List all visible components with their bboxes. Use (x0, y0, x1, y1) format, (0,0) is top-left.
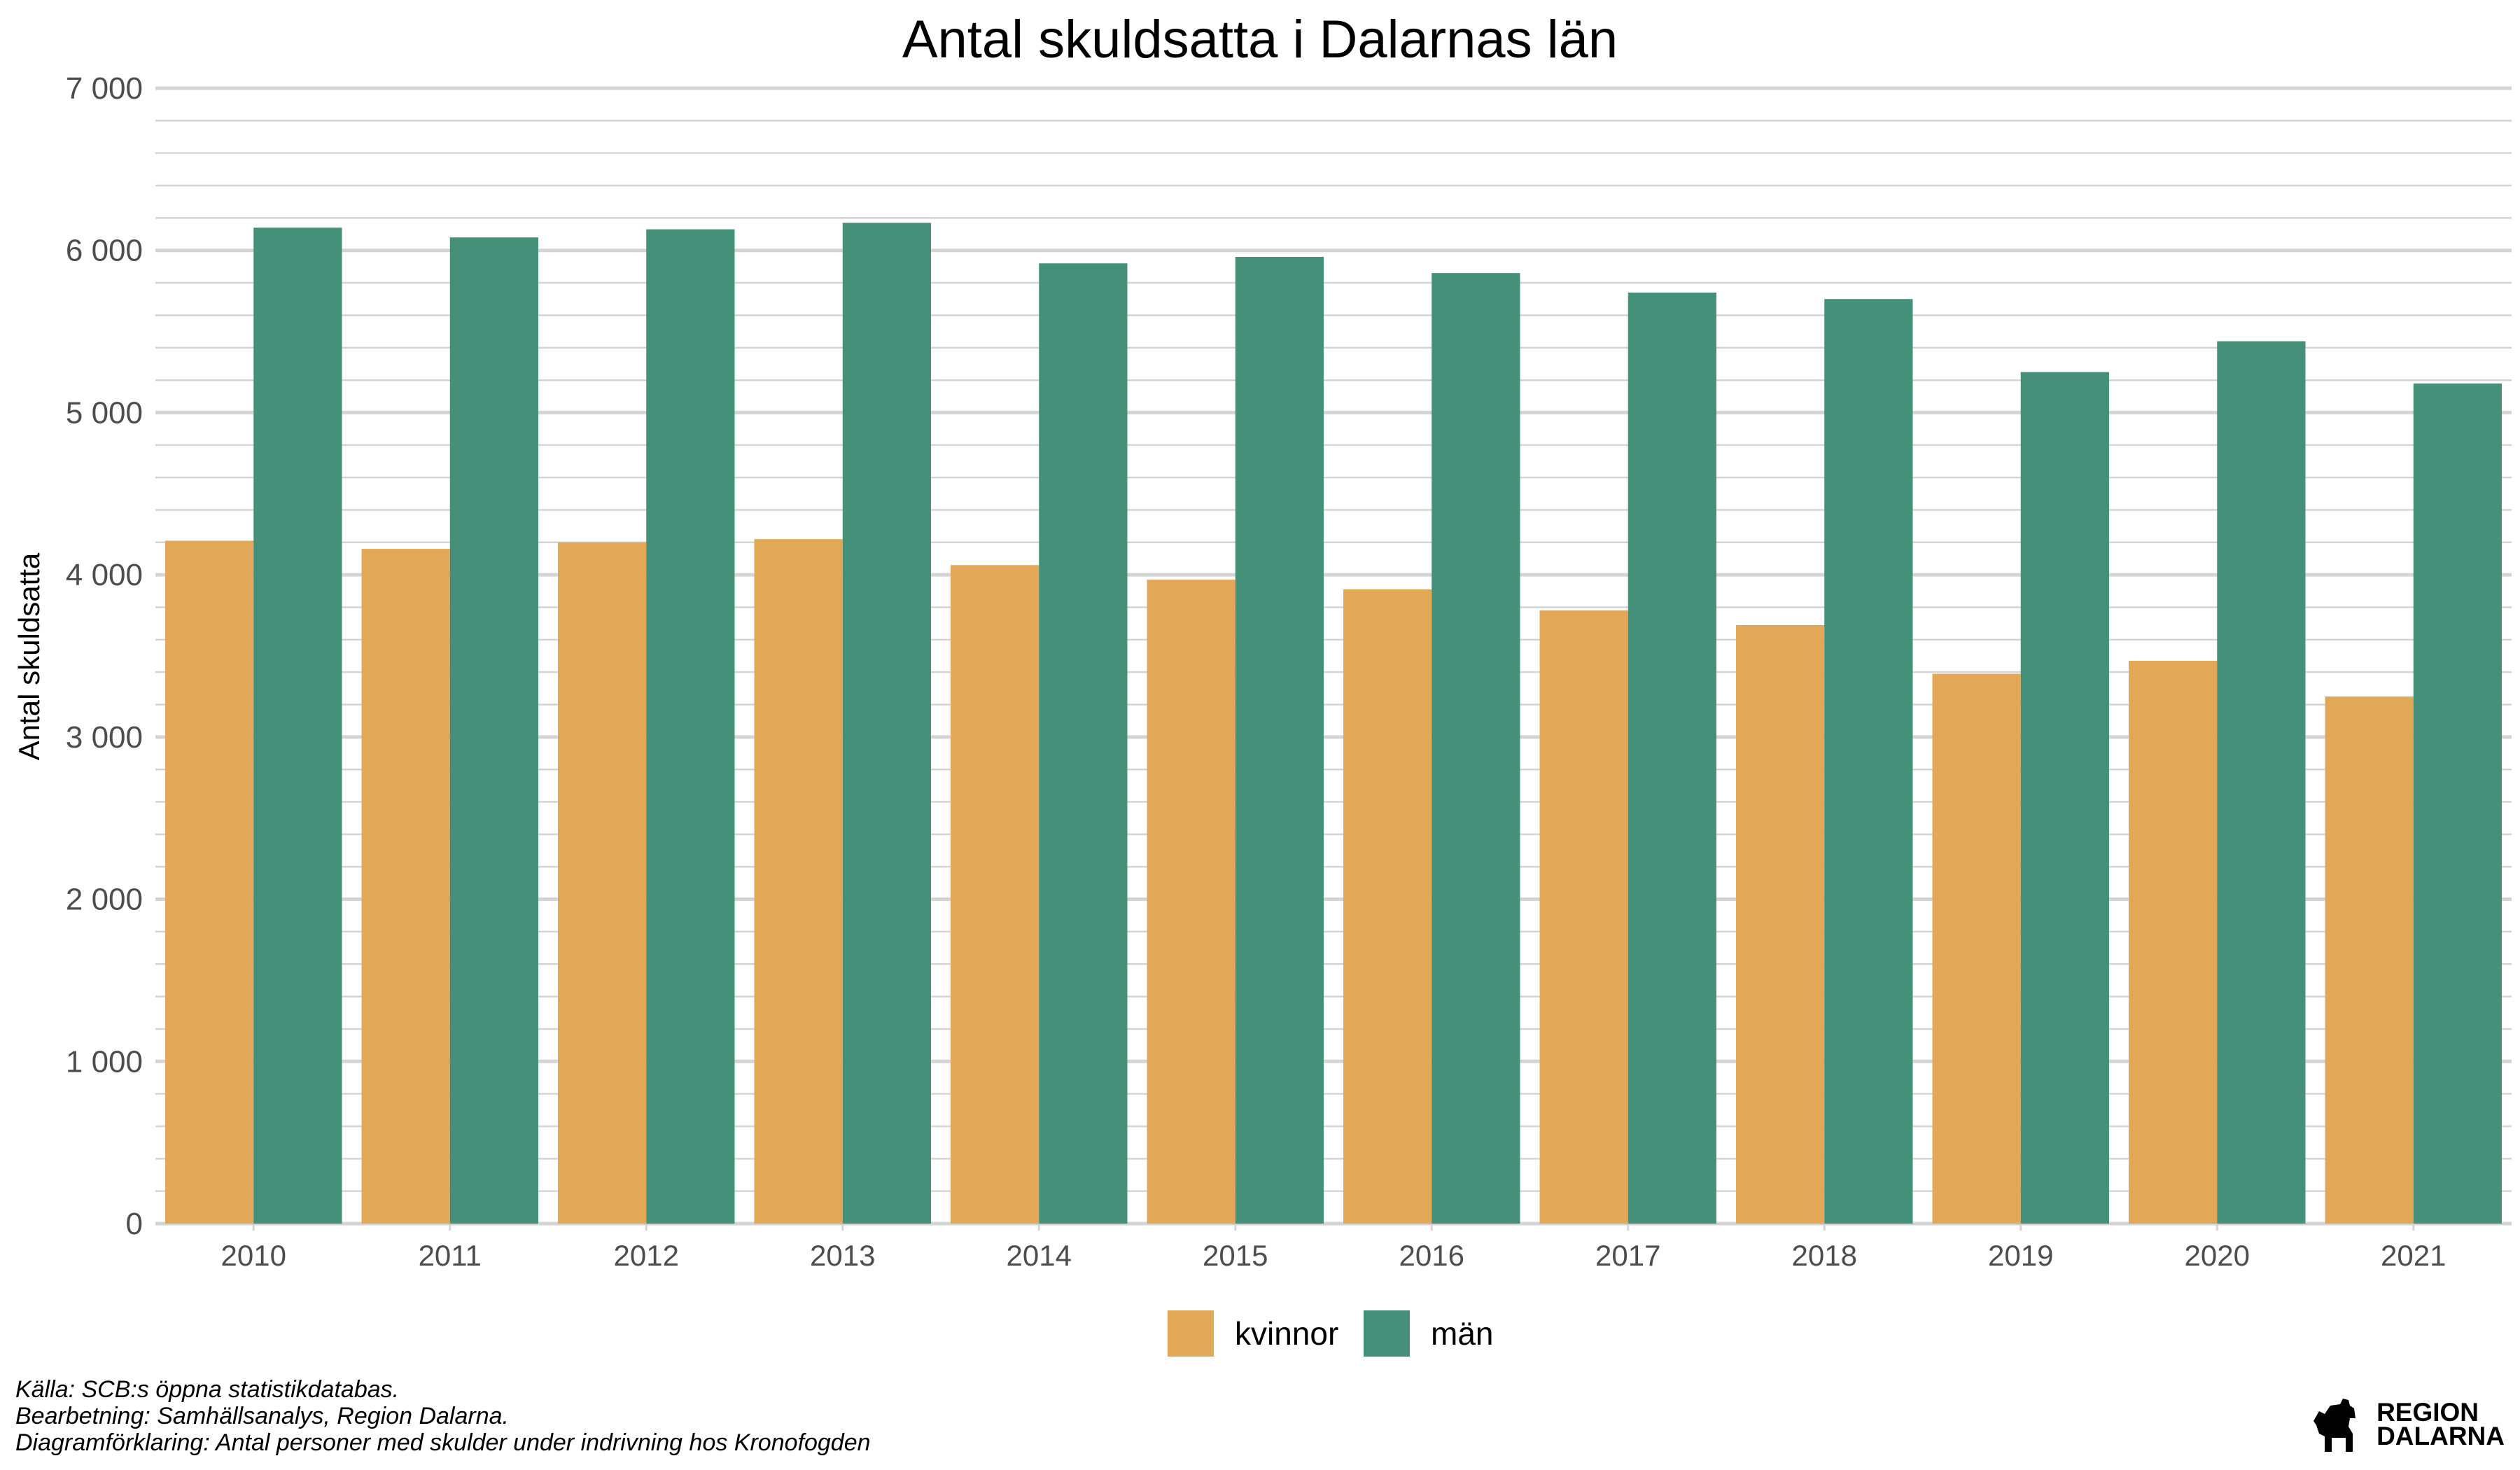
bar-män-2021 (2413, 383, 2502, 1224)
x-tick-label: 2017 (1595, 1239, 1660, 1272)
x-tick-label: 2021 (2381, 1239, 2446, 1272)
bar-kvinnor-2012 (558, 542, 647, 1224)
x-tick-label: 2018 (1792, 1239, 1857, 1272)
y-tick-label: 1 000 (66, 1044, 143, 1079)
bar-kvinnor-2020 (2129, 660, 2218, 1224)
bar-män-2019 (2020, 372, 2109, 1224)
logo-line2: DALARNA (2376, 1422, 2505, 1450)
bar-män-2010 (253, 227, 342, 1224)
legend: kvinnor män (1168, 1310, 1493, 1357)
bar-kvinnor-2019 (1932, 673, 2021, 1224)
x-tick-label: 2020 (2185, 1239, 2250, 1272)
caption-source: Källa: SCB:s öppna statistikdatabas. (15, 1376, 400, 1403)
bar-män-2018 (1824, 299, 1913, 1224)
bars (165, 223, 2502, 1224)
bar-män-2013 (842, 223, 931, 1224)
gridlines (155, 86, 2512, 1226)
y-tick-label: 4 000 (66, 558, 143, 592)
legend-swatch-kvinnor (1168, 1310, 1214, 1357)
bar-män-2012 (646, 229, 735, 1224)
x-tick-label: 2010 (221, 1239, 286, 1272)
y-axis-ticks: 0 1 000 2 000 3 000 4 000 5 000 6 000 7 000 (66, 71, 143, 1241)
legend-label-män: män (1431, 1315, 1493, 1352)
bar-kvinnor-2011 (361, 549, 450, 1224)
bar-kvinnor-2017 (1539, 610, 1628, 1224)
y-tick-label: 2 000 (66, 883, 143, 917)
x-tick-label: 2014 (1007, 1239, 1072, 1272)
bar-män-2011 (449, 237, 538, 1224)
bar-kvinnor-2010 (165, 540, 254, 1224)
y-tick-label: 0 (126, 1207, 143, 1241)
x-tick-label: 2012 (614, 1239, 679, 1272)
y-tick-label: 6 000 (66, 234, 143, 268)
x-axis-ticks: 2010 2011 2012 2013 2014 2015 2016 2017 2018 2019… (221, 1224, 2446, 1272)
y-tick-label: 3 000 (66, 720, 143, 755)
bar-kvinnor-2013 (754, 539, 843, 1224)
caption-processing: Bearbetning: Samhällsanalys, Region Dala… (15, 1403, 509, 1429)
region-dalarna-logo: REGION DALARNA (2309, 1393, 2505, 1456)
x-tick-label: 2011 (419, 1239, 482, 1272)
bar-kvinnor-2015 (1147, 580, 1236, 1224)
bar-män-2015 (1235, 256, 1324, 1224)
legend-label-kvinnor: kvinnor (1235, 1315, 1338, 1352)
y-tick-label: 5 000 (66, 396, 143, 430)
y-tick-label: 7 000 (66, 71, 143, 106)
chart-title: Antal skuldsatta i Dalarnas län (902, 10, 1618, 69)
bar-män-2014 (1039, 263, 1128, 1224)
x-tick-label: 2016 (1399, 1239, 1464, 1272)
bar-kvinnor-2021 (2325, 696, 2414, 1224)
bar-kvinnor-2018 (1736, 624, 1825, 1224)
dala-horse-icon (2314, 1399, 2356, 1452)
x-tick-label: 2019 (1988, 1239, 2053, 1272)
x-tick-label: 2015 (1203, 1239, 1268, 1272)
x-tick-label: 2013 (810, 1239, 875, 1272)
y-axis-label: Antal skuldsatta (13, 552, 46, 760)
logo-line1: REGION (2376, 1398, 2479, 1427)
bar-kvinnor-2016 (1343, 589, 1432, 1224)
legend-swatch-män (1364, 1310, 1410, 1357)
caption: Källa: SCB:s öppna statistikdatabas. Bea… (15, 1376, 871, 1456)
bar-kvinnor-2014 (951, 565, 1040, 1224)
caption-explanation: Diagramförklaring: Antal personer med sk… (15, 1429, 871, 1456)
bar-män-2017 (1628, 292, 1716, 1224)
bar-män-2016 (1432, 273, 1520, 1224)
bar-män-2020 (2217, 341, 2306, 1224)
